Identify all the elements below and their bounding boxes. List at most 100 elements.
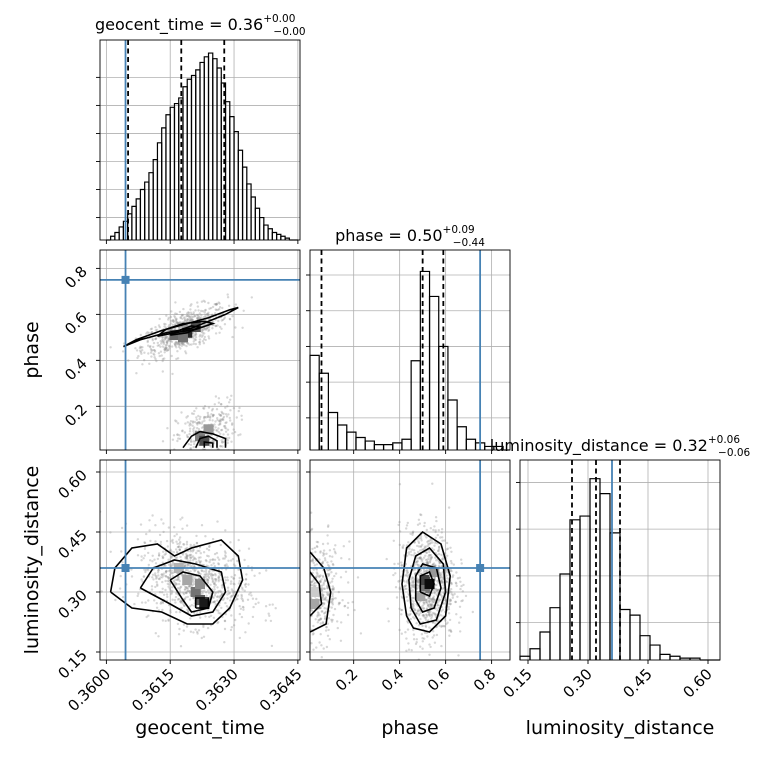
sample-point xyxy=(409,609,412,613)
sample-point xyxy=(193,565,196,568)
sample-point xyxy=(432,596,435,600)
sample-point xyxy=(220,319,223,322)
sample-point xyxy=(426,604,430,608)
sample-point xyxy=(209,573,212,576)
sample-point xyxy=(177,597,181,601)
title-value: 0.50 xyxy=(407,226,443,245)
sample-point xyxy=(164,348,167,351)
sample-point xyxy=(175,346,178,349)
sample-point xyxy=(411,533,414,536)
sample-point xyxy=(282,638,284,640)
sample-point xyxy=(323,617,327,620)
sample-point xyxy=(194,628,197,631)
sample-point xyxy=(165,348,168,351)
sample-point xyxy=(237,568,240,571)
sample-point xyxy=(192,340,195,343)
sample-point xyxy=(202,316,205,319)
sample-point xyxy=(392,539,395,542)
sample-point xyxy=(188,432,191,436)
sample-point xyxy=(316,621,319,624)
sample-point xyxy=(323,611,327,614)
sample-point xyxy=(185,554,189,558)
histogram-bin xyxy=(519,655,531,660)
sample-point xyxy=(307,561,309,563)
sample-point xyxy=(176,422,180,425)
sample-point xyxy=(184,591,188,595)
sample-point xyxy=(257,601,260,604)
sample-point xyxy=(186,563,190,566)
sample-point xyxy=(267,612,270,615)
sample-point xyxy=(196,426,199,430)
sample-point xyxy=(158,344,161,347)
sample-point xyxy=(180,342,183,345)
sample-point xyxy=(201,334,204,337)
sample-point xyxy=(191,420,195,423)
sample-point xyxy=(322,602,326,606)
sample-point xyxy=(136,538,140,541)
histogram-bin xyxy=(392,442,403,450)
sample-point xyxy=(185,556,189,560)
sample-point xyxy=(304,577,306,579)
sample-point xyxy=(433,612,436,615)
sample-point xyxy=(178,579,181,583)
sample-point xyxy=(405,569,408,572)
sample-point xyxy=(196,549,199,553)
sample-point xyxy=(154,562,158,565)
sample-point xyxy=(208,418,211,422)
sample-point xyxy=(165,335,168,338)
sample-point xyxy=(217,447,220,450)
sample-point xyxy=(325,626,328,629)
sample-point xyxy=(223,576,227,579)
sample-point xyxy=(412,585,415,588)
sample-point xyxy=(184,573,187,576)
sample-point xyxy=(229,628,233,632)
sample-point xyxy=(434,516,438,519)
scatter-group xyxy=(282,482,474,660)
sample-point xyxy=(146,331,149,334)
sample-point xyxy=(422,564,425,568)
sample-point xyxy=(351,600,354,604)
sample-point xyxy=(192,440,195,443)
sample-point xyxy=(411,586,414,589)
sample-point xyxy=(339,576,343,579)
histogram-bin xyxy=(156,142,163,240)
sample-point xyxy=(147,614,150,617)
sample-point xyxy=(331,562,335,566)
sample-point xyxy=(315,545,319,548)
sample-point xyxy=(194,338,197,342)
sample-point xyxy=(405,649,408,652)
sample-point xyxy=(192,311,195,314)
sample-point xyxy=(191,318,194,322)
sample-point xyxy=(416,563,419,566)
sample-point xyxy=(440,596,444,599)
sample-point xyxy=(206,578,210,582)
sample-point xyxy=(169,611,172,614)
sample-point xyxy=(172,320,175,323)
y-tick-label: 0.2 xyxy=(61,400,91,430)
sample-point xyxy=(203,328,206,331)
sample-point xyxy=(327,574,330,578)
sample-point xyxy=(206,415,209,418)
sample-point xyxy=(219,325,222,329)
sample-point xyxy=(178,437,182,440)
sample-point xyxy=(332,588,336,591)
sample-point xyxy=(328,565,331,568)
sample-point xyxy=(230,595,233,598)
sample-point xyxy=(306,565,308,567)
sample-point xyxy=(190,564,193,568)
histogram-bin xyxy=(364,440,375,450)
sample-point xyxy=(348,558,351,561)
sample-point xyxy=(419,549,422,552)
sample-point xyxy=(168,347,171,350)
sample-point xyxy=(221,557,225,560)
sample-point xyxy=(194,336,198,339)
sample-point xyxy=(214,303,217,306)
sample-point xyxy=(151,337,154,341)
sample-point xyxy=(208,545,211,548)
sample-point xyxy=(302,619,304,621)
sample-point xyxy=(216,556,220,559)
sample-point xyxy=(341,599,344,602)
sample-point xyxy=(471,610,474,614)
sample-point xyxy=(175,420,178,423)
sample-point xyxy=(429,598,432,601)
